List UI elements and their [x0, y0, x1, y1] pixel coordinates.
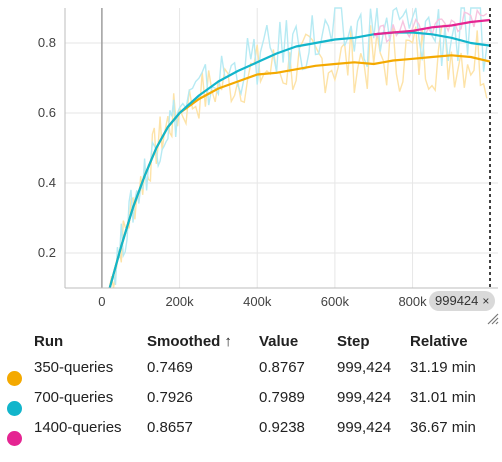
scalar-line-chart[interactable]: 0.2 0.4 0.6 0.8 0 200k 400k 600k 800k: [0, 0, 502, 330]
step-value: 999,424: [337, 388, 392, 406]
resize-handle-icon[interactable]: [486, 313, 500, 325]
step-cursor-badge[interactable]: 999424 ×: [429, 291, 496, 311]
raw-value: 0.8767: [259, 358, 305, 376]
relative-time: 31.19 min: [410, 358, 476, 376]
column-header-smoothed[interactable]: Smoothed ↑: [147, 330, 259, 352]
run-color-dot: [7, 400, 22, 416]
smoothed-series-layer: [108, 18, 491, 289]
raw-line-1400-queries: [373, 8, 488, 43]
plot-area: [65, 8, 498, 288]
table-header-row: Run Smoothed ↑ Value Step Relative: [0, 330, 502, 352]
x-tick-label: 0: [98, 294, 105, 309]
relative-time: 36.67 min: [410, 418, 476, 436]
run-name: 1400-queries: [34, 418, 122, 436]
color-column-header: [0, 330, 34, 352]
table-row[interactable]: 700-queries 0.7926 0.7989 999,424 31.01 …: [0, 382, 502, 416]
table-row[interactable]: 350-queries 0.7469 0.8767 999,424 31.19 …: [0, 352, 502, 386]
smoothed-value: 0.7926: [147, 388, 193, 406]
x-tick-label: 600k: [321, 294, 350, 309]
smoothed-value: 0.8657: [147, 418, 193, 436]
run-color-dot: [7, 370, 22, 386]
run-name: 700-queries: [34, 388, 114, 406]
x-tick-label: 800k: [398, 294, 427, 309]
tick-labels: 0.2 0.4 0.6 0.8 0 200k 400k 600k 800k: [38, 35, 427, 309]
x-tick-label: 200k: [165, 294, 194, 309]
column-header-step[interactable]: Step: [337, 332, 370, 350]
raw-series-layer: [109, 6, 488, 289]
step-value: 999,424: [337, 418, 392, 436]
raw-line-700-queries: [109, 6, 488, 289]
x-tick-label: 400k: [243, 294, 272, 309]
runs-table: Run Smoothed ↑ Value Step Relative 350-qu…: [0, 330, 502, 446]
column-header-value[interactable]: Value: [259, 332, 299, 350]
y-tick-label: 0.2: [38, 245, 56, 260]
close-icon[interactable]: ×: [482, 294, 490, 308]
column-header-smoothed-label: Smoothed: [147, 332, 221, 350]
raw-value: 0.7989: [259, 388, 305, 406]
step-cursor-value: 999424: [435, 293, 479, 308]
column-header-relative[interactable]: Relative: [410, 332, 468, 350]
sort-ascending-icon[interactable]: ↑: [224, 332, 232, 350]
y-tick-label: 0.8: [38, 35, 56, 50]
smoothed-line-1400-queries: [373, 18, 491, 36]
relative-time: 31.01 min: [410, 388, 476, 406]
y-tick-label: 0.4: [38, 175, 56, 190]
chart-axes: [64, 8, 498, 289]
step-value: 999,424: [337, 358, 392, 376]
chart-grid: [65, 8, 498, 288]
smoothed-line-700-queries: [108, 31, 491, 289]
run-name: 350-queries: [34, 358, 114, 376]
raw-value: 0.9238: [259, 418, 305, 436]
column-header-run[interactable]: Run: [34, 332, 64, 350]
smoothed-value: 0.7469: [147, 358, 193, 376]
y-tick-label: 0.6: [38, 105, 56, 120]
table-row[interactable]: 1400-queries 0.8657 0.9238 999,424 36.67…: [0, 412, 502, 446]
run-color-dot: [7, 430, 22, 446]
